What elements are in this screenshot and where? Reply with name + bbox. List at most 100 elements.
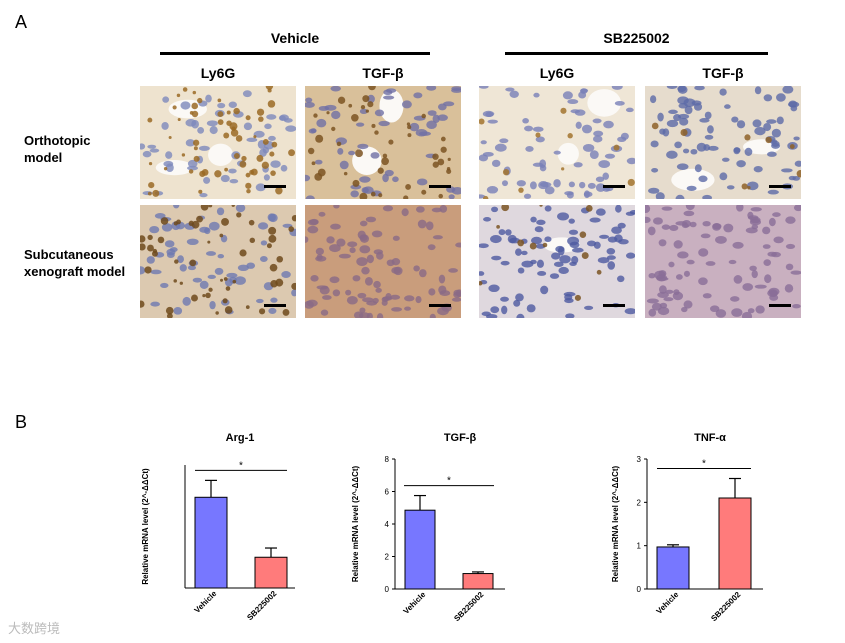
stained-cell [382, 153, 388, 159]
cell-nucleus [645, 216, 651, 223]
cell-nucleus [146, 256, 155, 264]
cell-nucleus [419, 269, 427, 278]
stained-cell [193, 155, 200, 162]
micrograph-orthotopic-vehicle-ly6g [140, 86, 296, 199]
cell-nucleus [534, 226, 544, 233]
stained-cell [208, 287, 213, 292]
stained-cell [269, 263, 278, 272]
y-tick-label: 1 [637, 542, 642, 551]
stained-cell [421, 113, 426, 119]
cell-nucleus [733, 147, 741, 155]
stained-cell [269, 151, 275, 157]
cell-nucleus [578, 91, 587, 99]
stained-cell [388, 139, 394, 145]
cell-nucleus [703, 144, 711, 151]
cell-nucleus [682, 148, 690, 154]
tissue-texture [479, 86, 635, 199]
stained-cell [188, 220, 194, 227]
cell-nucleus [749, 265, 757, 271]
cell-nucleus [416, 178, 428, 186]
x-tick-label: SB225002 [452, 590, 485, 623]
stained-cell [173, 279, 177, 283]
cell-nucleus [563, 291, 576, 297]
cell-nucleus [432, 235, 443, 240]
cell-nucleus [553, 179, 561, 188]
cell-nucleus [515, 248, 522, 256]
cell-nucleus [781, 168, 793, 173]
significance-marker: * [702, 459, 706, 470]
cell-nucleus [392, 176, 399, 183]
cell-nucleus [707, 145, 719, 151]
cell-nucleus [490, 235, 502, 244]
cell-nucleus [533, 92, 540, 98]
row-label-orthotopic-line2: model [24, 150, 63, 165]
stained-cell [365, 109, 369, 113]
stained-cell [796, 169, 801, 178]
cell-nucleus [715, 309, 727, 318]
cell-nucleus [675, 274, 683, 280]
stained-cell [230, 129, 239, 137]
x-tick-label: Vehicle [193, 589, 219, 615]
cell-nucleus [689, 221, 697, 228]
cell-nucleus [235, 205, 246, 213]
cell-nucleus [217, 102, 226, 109]
y-tick-label: 8 [385, 455, 390, 464]
cell-nucleus [480, 140, 487, 145]
cell-nucleus [198, 145, 210, 151]
cell-nucleus [595, 176, 605, 183]
cell-nucleus [704, 134, 714, 140]
cell-nucleus [535, 136, 545, 143]
cell-nucleus [246, 137, 258, 143]
cell-nucleus [582, 144, 595, 152]
cell-nucleus [673, 289, 680, 296]
cell-nucleus [278, 115, 286, 121]
cell-nucleus [580, 88, 589, 93]
cell-nucleus [140, 143, 146, 150]
cell-nucleus [685, 205, 695, 211]
cell-nucleus [226, 272, 238, 278]
scale-bar [603, 185, 625, 188]
stained-cell [217, 111, 224, 118]
stained-cell [200, 205, 209, 211]
stained-cell [239, 249, 247, 257]
y-tick-label: 6 [385, 488, 390, 497]
cell-nucleus [365, 216, 377, 223]
tissue-space [671, 168, 715, 191]
stained-cell [313, 113, 318, 118]
cell-nucleus [199, 193, 208, 198]
stained-cell [239, 160, 247, 168]
cell-nucleus [767, 151, 777, 157]
stained-cell [224, 167, 228, 172]
cell-nucleus [404, 295, 415, 302]
stained-cell [250, 168, 258, 176]
cell-nucleus [625, 107, 634, 113]
stained-cell [157, 236, 165, 244]
cell-nucleus [359, 245, 371, 254]
cell-nucleus [568, 181, 575, 188]
stained-cell [440, 146, 447, 153]
cell-nucleus [491, 255, 502, 261]
cell-nucleus [320, 309, 329, 316]
cell-nucleus [197, 127, 205, 134]
stained-cell [148, 162, 153, 166]
cell-nucleus [482, 151, 494, 157]
cell-nucleus [569, 261, 577, 267]
cell-nucleus [507, 234, 517, 244]
stained-cell [362, 95, 370, 103]
cell-nucleus [745, 227, 758, 234]
stained-cell [226, 120, 232, 126]
cell-nucleus [684, 105, 693, 115]
stained-cell [215, 311, 219, 315]
y-tick-label: 4 [385, 520, 390, 529]
cell-nucleus [782, 86, 794, 94]
cell-nucleus [731, 116, 739, 123]
cell-nucleus [567, 236, 580, 246]
bar-vehicle [194, 496, 228, 589]
cell-nucleus [776, 93, 786, 102]
cell-nucleus [663, 297, 674, 302]
stained-cell [191, 102, 199, 110]
cell-nucleus [754, 127, 766, 136]
cell-nucleus [180, 101, 191, 110]
cell-nucleus [736, 205, 744, 212]
cell-nucleus [558, 266, 569, 275]
